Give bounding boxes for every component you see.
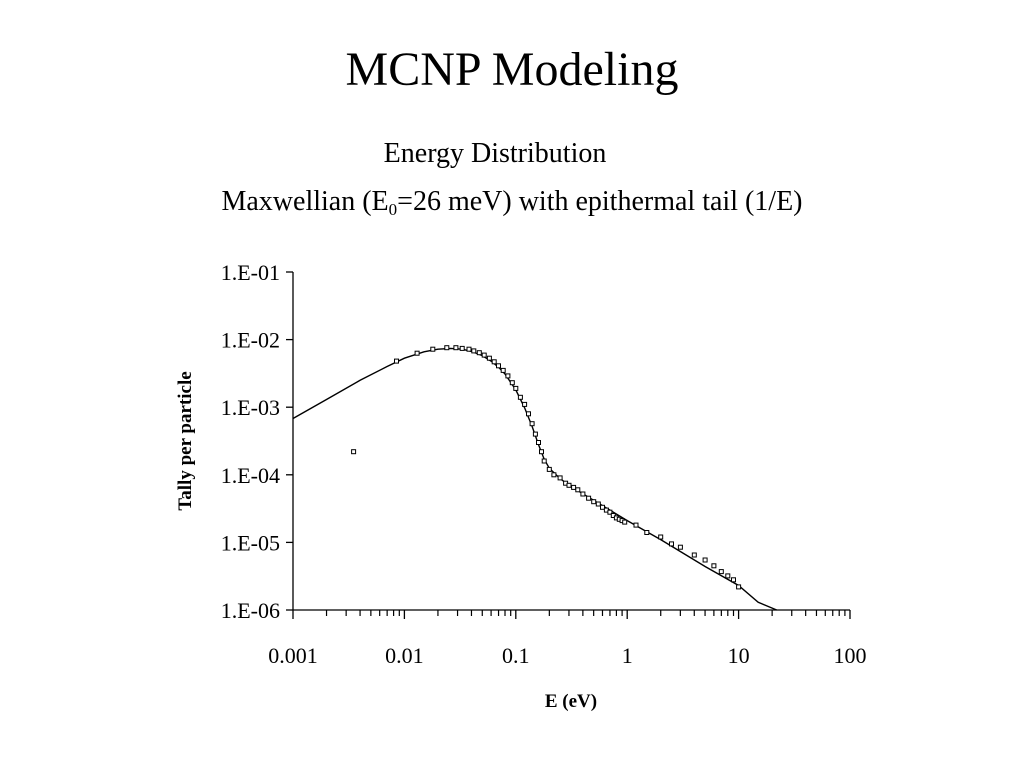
data-point (622, 519, 628, 525)
data-point (736, 584, 742, 590)
data-point (731, 577, 736, 583)
data-point (595, 501, 601, 507)
fit-line-layer (292, 347, 777, 611)
data-point (496, 363, 501, 369)
data-point (541, 458, 547, 464)
data-point (509, 380, 515, 386)
data-point (725, 573, 731, 579)
data-point (591, 499, 597, 505)
data-point (481, 352, 487, 358)
x-tick-label: 0.01 (385, 643, 424, 668)
chart-subtitle: Maxwellian (E0=26 meV) with epithermal t… (0, 184, 1024, 220)
data-point (430, 346, 436, 352)
y-tick-label: 1.E-05 (221, 530, 280, 555)
y-axis-label: Tally per particle (175, 371, 196, 510)
data-point (505, 373, 511, 379)
data-point (394, 358, 399, 364)
data-point (691, 552, 697, 558)
chart-title: Energy Distribution (383, 138, 607, 169)
y-tick-label: 1.E-06 (221, 598, 280, 623)
data-point (702, 557, 708, 563)
data-point (669, 541, 674, 547)
data-point (575, 487, 581, 493)
data-point (536, 440, 541, 445)
data-point (513, 385, 519, 391)
data-point (633, 522, 639, 528)
data-point (526, 411, 531, 417)
data-point (539, 449, 544, 455)
data-point (658, 534, 664, 540)
chart-subtitle-pre: Maxwellian (E (221, 186, 389, 217)
data-point (571, 484, 577, 490)
data-point (546, 466, 552, 472)
y-tick-label: 1.E-01 (221, 260, 280, 285)
y-tick-label: 1.E-04 (221, 463, 280, 488)
data-point (414, 350, 420, 356)
data-point (677, 544, 683, 550)
y-tick-label: 1.E-03 (221, 395, 280, 420)
chart-subtitle-subscript: 0 (388, 200, 398, 219)
data-point (529, 421, 535, 427)
chart-subtitle-post: =26 meV) with epithermal tail (1/E) (397, 186, 803, 217)
data-point (644, 530, 650, 535)
data-point (600, 504, 605, 510)
x-tick-label: 100 (834, 643, 867, 668)
data-point (471, 348, 477, 354)
x-tick-label: 10 (728, 643, 750, 668)
x-tick-label: 1 (622, 643, 633, 668)
x-axis-label: E (eV) (545, 691, 597, 712)
slide-title: MCNP Modeling (345, 43, 679, 96)
y-tick-label: 1.E-02 (221, 328, 280, 353)
data-point (532, 431, 538, 437)
data-point (459, 345, 465, 351)
data-point (718, 569, 724, 575)
data-point (711, 563, 717, 569)
data-point (491, 359, 497, 365)
data-point (500, 367, 506, 373)
data-point (522, 401, 528, 407)
data-markers-layer (351, 345, 742, 590)
data-point (453, 345, 459, 351)
data-point (351, 449, 357, 455)
data-point (444, 345, 450, 351)
x-tick-label: 0.001 (268, 643, 318, 668)
data-point (476, 350, 482, 356)
data-point (486, 355, 492, 361)
data-point (517, 394, 523, 400)
data-point (551, 472, 557, 478)
data-point (466, 346, 472, 352)
x-tick-label: 0.1 (502, 643, 530, 668)
axis-labels-layer: 1.E-06 1.E-05 1.E-04 1.E-03 1.E-02 1.E-01 0.00… (175, 260, 867, 712)
data-point (580, 491, 586, 497)
data-point (566, 482, 572, 488)
fit-line (292, 347, 777, 611)
data-point (586, 495, 592, 501)
chart-axes (286, 271, 851, 619)
data-point (607, 509, 613, 515)
data-point (557, 475, 563, 481)
